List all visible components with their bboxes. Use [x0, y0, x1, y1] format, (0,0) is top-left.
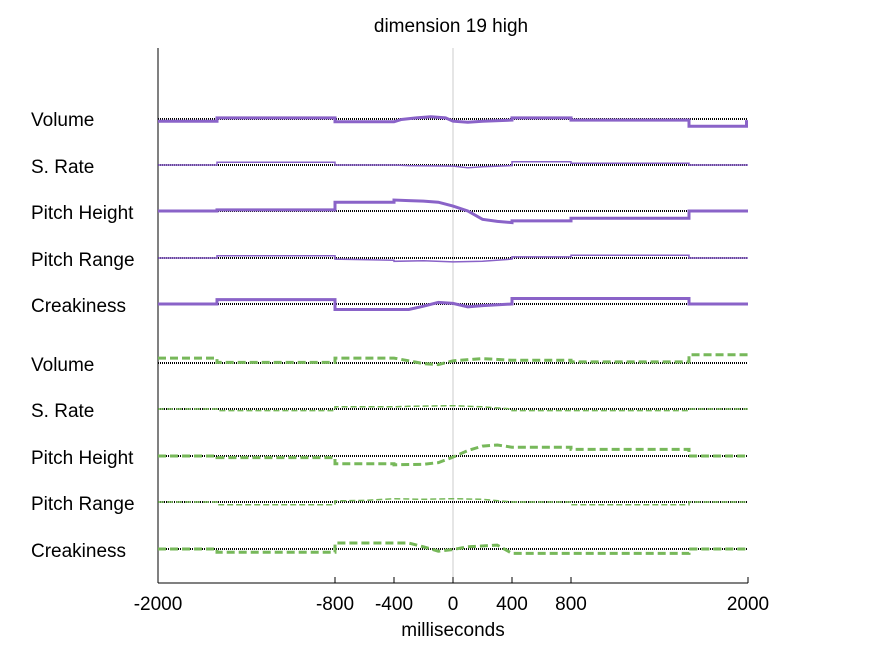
row-label: Volume	[31, 355, 94, 376]
x-tick-label: 0	[448, 594, 459, 615]
series-line-green-pitch-range	[158, 497, 748, 506]
x-tick-label: 400	[496, 594, 528, 615]
row-purple-creakiness: Creakiness	[31, 296, 748, 317]
row-label: Volume	[31, 110, 94, 131]
series-line-purple-pitch-range	[158, 254, 748, 263]
row-purple-volume: Volume	[31, 110, 748, 131]
series-line-green-pitch-height	[158, 443, 748, 467]
chart-title: dimension 19 high	[374, 16, 528, 37]
row-purple-pitch-range: Pitch Range	[31, 250, 748, 271]
row-purple-s-rate: S. Rate	[31, 157, 748, 178]
x-tick-label: 800	[555, 594, 587, 615]
series-line-green-volume	[158, 353, 748, 367]
series-line-purple-creakiness	[158, 297, 748, 311]
row-label: Pitch Range	[31, 250, 135, 271]
row-label: Pitch Height	[31, 203, 134, 224]
series-line-purple-volume	[158, 115, 748, 128]
row-green-creakiness: Creakiness	[31, 541, 748, 562]
row-green-volume: Volume	[31, 353, 748, 376]
row-label: S. Rate	[31, 401, 94, 422]
row-label: Creakiness	[31, 541, 126, 562]
row-label: S. Rate	[31, 157, 94, 178]
row-green-pitch-range: Pitch Range	[31, 494, 748, 515]
row-green-pitch-height: Pitch Height	[31, 443, 748, 469]
series-line-green-creakiness	[158, 541, 748, 555]
x-tick-label: 2000	[727, 594, 769, 615]
series-line-purple-s-rate	[158, 160, 748, 169]
x-tick-label: -400	[375, 594, 413, 615]
x-tick-label: -800	[316, 594, 354, 615]
row-label: Pitch Range	[31, 494, 135, 515]
series-line-green-s-rate	[158, 404, 748, 412]
series-line-purple-pitch-height	[158, 198, 748, 225]
series-rows: Volume S. Rate Pitch Height Pitch Range Crea…	[31, 110, 748, 562]
row-green-s-rate: S. Rate	[31, 401, 748, 422]
row-purple-pitch-height: Pitch Height	[31, 198, 748, 225]
x-tick-label: -2000	[134, 594, 183, 615]
row-label: Pitch Height	[31, 448, 134, 469]
row-label: Creakiness	[31, 296, 126, 317]
x-axis-label: milliseconds	[401, 620, 504, 641]
x-ticks: -2000 -800 -400 0 400 800 2000	[134, 577, 769, 615]
